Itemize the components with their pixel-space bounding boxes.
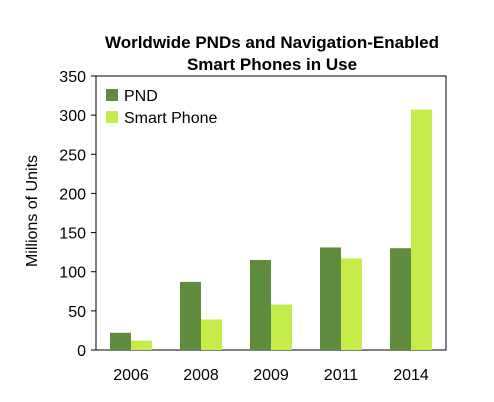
x-axis-ticks: 2006 2008 2009 2011 2014 [113,367,429,384]
legend: PND Smart Phone [106,88,217,127]
bars [110,109,432,350]
x-tick-label: 2008 [183,367,219,384]
y-tick-label: 0 [77,343,86,360]
legend-swatch-smart-phone [106,111,118,123]
y-tick-label: 300 [59,108,86,125]
x-tick-label: 2011 [324,367,359,384]
bar-smart-phone-2014 [411,109,432,350]
y-tick-label: 150 [59,226,86,243]
y-tick-label: 350 [59,69,86,86]
y-axis-label: Millions of Units [24,155,41,267]
legend-swatch-pnd [106,89,118,101]
bar-smart-phone-2011 [341,258,362,350]
bar-smart-phone-2006 [131,340,152,350]
y-tick-label: 250 [59,147,86,164]
bar-smart-phone-2009 [271,304,292,350]
legend-label-pnd: PND [124,88,158,105]
bar-pnd-2006 [110,332,131,350]
chart-title-line-1: Worldwide PNDs and Navigation-Enabled [105,33,439,52]
bar-pnd-2009 [250,259,271,350]
legend-label-smart-phone: Smart Phone [124,110,217,127]
bar-pnd-2008 [180,281,201,350]
y-axis-ticks: 0 50 100 150 200 250 300 350 [59,69,96,360]
bar-smart-phone-2008 [201,319,222,350]
y-tick-label: 50 [68,304,86,321]
chart-title-line-2: Smart Phones in Use [187,55,357,74]
y-tick-label: 100 [59,265,86,282]
bar-pnd-2011 [320,247,341,350]
x-tick-label: 2014 [393,367,429,384]
x-tick-label: 2009 [253,367,289,384]
y-tick-label: 200 [59,186,86,203]
x-tick-label: 2006 [113,367,149,384]
bar-pnd-2014 [390,248,411,350]
